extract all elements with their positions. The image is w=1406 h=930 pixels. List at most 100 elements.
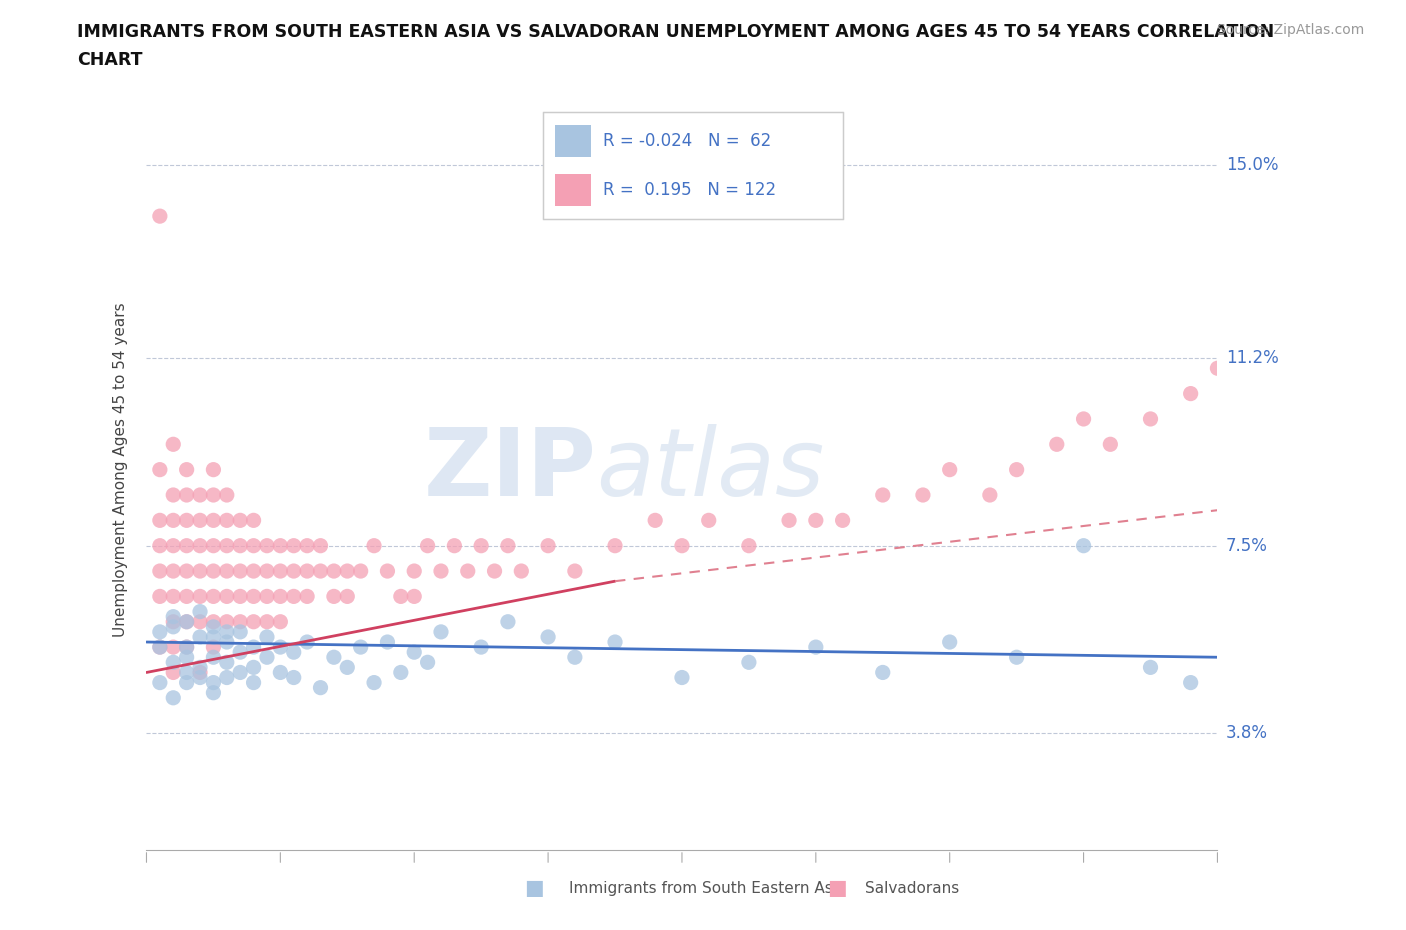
Point <box>644 513 666 528</box>
Point <box>215 564 238 578</box>
Point <box>202 615 225 630</box>
Point <box>176 462 198 477</box>
Point <box>283 644 305 659</box>
Point <box>389 665 412 680</box>
Point <box>149 640 172 655</box>
Point <box>778 513 800 528</box>
Point <box>242 538 264 553</box>
Point <box>162 609 184 624</box>
Point <box>496 538 519 553</box>
Point <box>242 615 264 630</box>
Point <box>162 619 184 634</box>
Text: 11.2%: 11.2% <box>1226 349 1278 367</box>
Point <box>176 564 198 578</box>
Point <box>176 615 198 630</box>
Point <box>269 615 291 630</box>
Point <box>430 564 453 578</box>
Point <box>416 538 439 553</box>
Point <box>242 640 264 655</box>
Point <box>283 589 305 604</box>
Point <box>1180 675 1202 690</box>
Point <box>188 513 211 528</box>
Point <box>363 675 385 690</box>
Point <box>162 615 184 630</box>
Point <box>188 564 211 578</box>
Point <box>389 589 412 604</box>
Point <box>911 487 934 502</box>
Point <box>804 513 827 528</box>
Text: IMMIGRANTS FROM SOUTH EASTERN ASIA VS SALVADORAN UNEMPLOYMENT AMONG AGES 45 TO 5: IMMIGRANTS FROM SOUTH EASTERN ASIA VS SA… <box>77 23 1275 41</box>
Point <box>804 640 827 655</box>
Point <box>202 640 225 655</box>
Text: Immigrants from South Eastern Asia: Immigrants from South Eastern Asia <box>569 881 846 896</box>
Point <box>162 690 184 705</box>
Point <box>336 660 359 675</box>
Point <box>176 675 198 690</box>
Point <box>1005 650 1028 665</box>
Point <box>309 538 332 553</box>
Point <box>496 615 519 630</box>
Point <box>470 538 492 553</box>
Point <box>1099 437 1122 452</box>
Point <box>322 564 344 578</box>
Point <box>202 630 225 644</box>
Point <box>202 462 225 477</box>
Point <box>229 564 252 578</box>
Point <box>202 513 225 528</box>
Point <box>162 640 184 655</box>
Point <box>872 665 894 680</box>
Point <box>979 487 1001 502</box>
Point <box>229 589 252 604</box>
Text: Source: ZipAtlas.com: Source: ZipAtlas.com <box>1216 23 1364 37</box>
Point <box>188 615 211 630</box>
Point <box>603 634 626 649</box>
Point <box>295 589 318 604</box>
Point <box>309 680 332 695</box>
Point <box>202 487 225 502</box>
Point <box>242 675 264 690</box>
Point <box>269 538 291 553</box>
Point <box>149 675 172 690</box>
Point <box>510 564 533 578</box>
Point <box>188 604 211 619</box>
Text: atlas: atlas <box>596 424 824 515</box>
Point <box>256 615 278 630</box>
Point <box>872 487 894 502</box>
Point <box>202 589 225 604</box>
Point <box>564 650 586 665</box>
Point <box>242 564 264 578</box>
Point <box>176 640 198 655</box>
Point <box>149 624 172 639</box>
Point <box>242 513 264 528</box>
Point <box>215 538 238 553</box>
Point <box>256 589 278 604</box>
Point <box>322 650 344 665</box>
Point <box>269 640 291 655</box>
Point <box>309 564 332 578</box>
Point <box>738 655 761 670</box>
Point <box>470 640 492 655</box>
Text: 7.5%: 7.5% <box>1226 537 1268 554</box>
Point <box>295 538 318 553</box>
Point <box>149 589 172 604</box>
Point <box>295 634 318 649</box>
Point <box>322 589 344 604</box>
Text: CHART: CHART <box>77 51 143 69</box>
Point <box>1073 411 1095 426</box>
Point <box>162 513 184 528</box>
Point <box>443 538 465 553</box>
Point <box>283 564 305 578</box>
Point <box>363 538 385 553</box>
Text: ■: ■ <box>827 878 846 898</box>
Point <box>377 634 399 649</box>
Point <box>149 462 172 477</box>
Point <box>430 624 453 639</box>
Point <box>202 650 225 665</box>
Point <box>229 615 252 630</box>
Point <box>564 564 586 578</box>
Point <box>256 630 278 644</box>
Point <box>149 640 172 655</box>
Point <box>1073 538 1095 553</box>
Point <box>229 513 252 528</box>
Point <box>202 685 225 700</box>
